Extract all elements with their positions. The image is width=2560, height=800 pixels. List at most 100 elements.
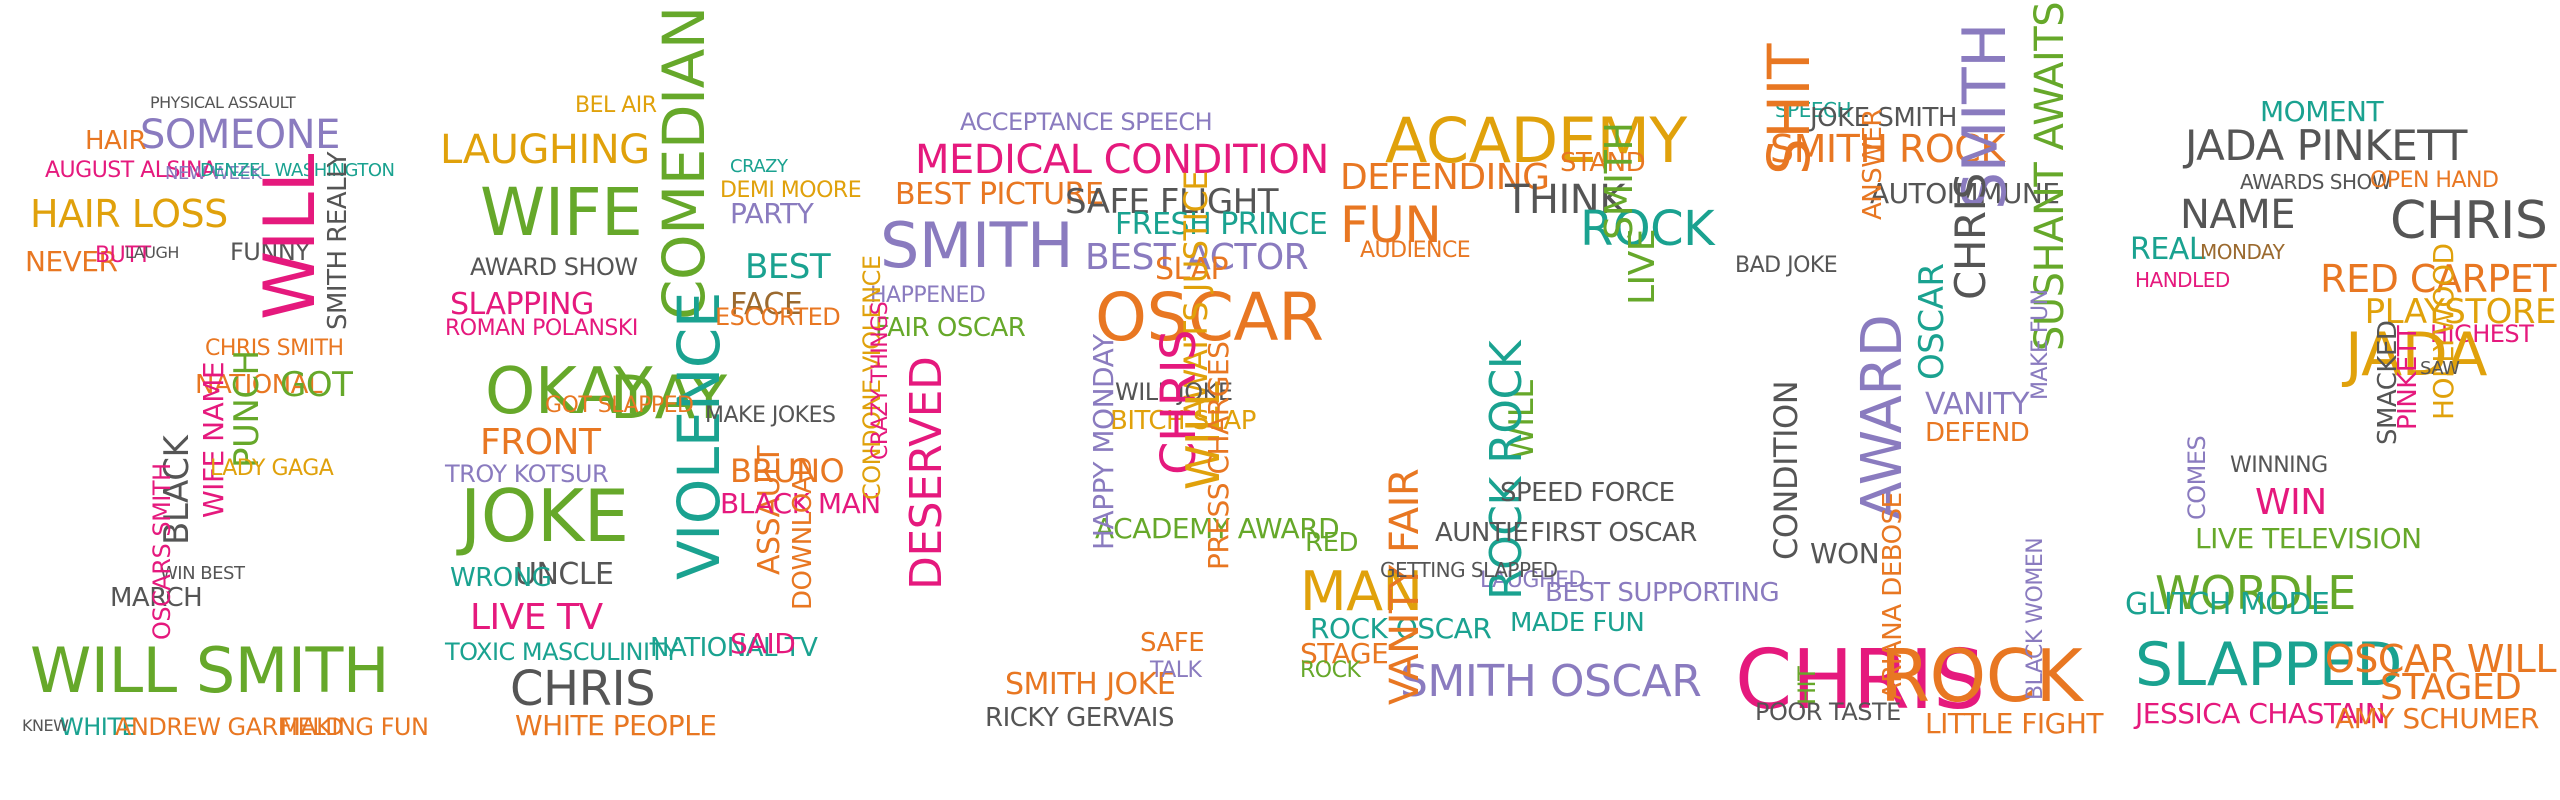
word-first-oscar: FIRST OSCAR (1530, 518, 1697, 548)
word-oscars-smith: OSCARS SMITH (148, 463, 176, 640)
word-august-alsina: AUGUST ALSINA (45, 158, 217, 183)
word-will-smith: WILL SMITH (30, 634, 390, 707)
word-safe: SAFE (1140, 628, 1205, 658)
word-talk: TALK (1150, 658, 1202, 683)
word-monday: MONDAY (2200, 240, 2285, 264)
word-live: LIVE (1622, 228, 1663, 305)
word-speech: SPEECH (1775, 98, 1852, 122)
word-joke: JOKE (460, 474, 629, 558)
word-live-television: LIVE TELEVISION (2195, 522, 2422, 555)
word-funny: FUNNY (230, 238, 310, 266)
word-andrew-garfield: ANDREW GARFIELD (115, 713, 344, 741)
word-black-women: BLACK WOMEN (2023, 537, 2048, 700)
word-awaits-justice: AWAITS JUSTICE (1177, 170, 1215, 420)
word-pinkett: PINKETT (2393, 325, 2423, 430)
word-sushant-awaits: SUSHANT AWAITS (2027, 2, 2073, 352)
word-knew: KNEW (22, 716, 69, 735)
word-bruno: BRUNO (730, 452, 845, 490)
word-acceptance-speech: ACCEPTANCE SPEECH (960, 108, 1213, 136)
word-academy-award: ACADEMY AWARD (1095, 512, 1340, 545)
word-auntie: AUNTIE (1435, 518, 1529, 548)
word-red: RED (1305, 528, 1359, 558)
word-smith: SMITH (880, 209, 1074, 282)
word-highest: HIGHEST (2430, 320, 2534, 348)
word-laughing: LAUGHING (440, 127, 650, 173)
word-front: FRONT (480, 422, 601, 463)
word-butt: BUTT (95, 243, 151, 268)
word-said: SAID (730, 627, 796, 660)
word-hollywood: HOLLYWOOD (2427, 243, 2460, 420)
word-win-best: WIN BEST (160, 563, 245, 584)
word-wife-name: WIFE NAME (197, 361, 230, 518)
word-deserved: DESERVED (901, 356, 952, 590)
word-little-fight: LITTLE FIGHT (1925, 707, 2103, 740)
word-smith-rock: SMITH ROCK (1770, 127, 2005, 171)
word-condition: CONDITION (1767, 380, 1805, 560)
word-will-joke: WILL JOKE (1115, 378, 1233, 406)
word-making-fun: MAKING FUN (280, 713, 429, 741)
word-best-supporting: BEST SUPPORTING (1545, 578, 1780, 608)
word-shit: SHIT (1755, 44, 1823, 175)
word-white-people: WHITE PEOPLE (515, 709, 717, 742)
word-crazy-things: CRAZY THINGS (868, 301, 893, 460)
word-physical-assault: PHYSICAL ASSAULT (150, 93, 296, 112)
word-will: WILL (249, 154, 331, 320)
word-vanity: VANITY (1925, 387, 2030, 422)
word-rock: ROCK (1300, 658, 1361, 683)
word-fun: FUN (1340, 196, 1442, 254)
word-new-week: NEW WEEK (165, 163, 262, 184)
word-oscar-will: OSCAR WILL (2324, 637, 2557, 681)
word-man: MAN (1300, 560, 1423, 623)
word-hair-loss: HAIR LOSS (30, 192, 228, 236)
word-got-slapped: GOT SLAPPED (545, 393, 694, 418)
word-hit: HIT (1793, 666, 1821, 705)
word-download: DOWNLOAD (788, 456, 818, 610)
word-audience: AUDIENCE (1360, 238, 1471, 263)
word-condone-violence: CONDONE VIOLENCE (858, 255, 886, 500)
word-speed-force: SPEED FORCE (1500, 478, 1675, 508)
word-punch: PUNCH (227, 350, 267, 468)
word-violence: VIOLENCE (665, 292, 733, 580)
word-academy: ACADEMY (1385, 104, 1687, 177)
word-press-charges: PRESS CHARGES (1202, 341, 1235, 570)
word-laughed: LAUGHED (1480, 568, 1585, 593)
word-chris: CHRIS (510, 661, 656, 717)
word-handled: HANDLED (2135, 268, 2230, 292)
word-vanity-fair: VANITY FAIR (1382, 468, 1428, 705)
word-staged: STAGED (2380, 667, 2522, 708)
word-lady-gaga: LADY GAGA (210, 456, 334, 481)
word-chris: CHRIS (2390, 191, 2548, 251)
word-troy-kotsur: TROY KOTSUR (445, 460, 609, 488)
word-win: WIN (2255, 482, 2327, 523)
word-march: MARCH (110, 583, 203, 613)
word-toxic-masculinity: TOXIC MASCULINITY (445, 638, 678, 666)
word-jada: JADA (2345, 320, 2487, 390)
word-bad-joke: BAD JOKE (1735, 253, 1838, 278)
word-rock: ROCK (1580, 201, 1715, 257)
word-best-picture: BEST PICTURE (895, 177, 1104, 212)
word-fair-oscar: FAIR OSCAR (875, 313, 1026, 343)
word-smacked: SMACKED (2373, 320, 2403, 445)
word-safe-flight: SAFE FLIGHT (1065, 182, 1279, 222)
word-got: GOT (280, 365, 353, 405)
word-comedian: COMEDIAN (650, 6, 718, 320)
word-red-carpet: RED CARPET (2320, 257, 2556, 301)
word-awards-show: AWARDS SHOW (2240, 170, 2392, 194)
word-glitch-mode: GLITCH MODE (2125, 587, 2330, 622)
word-will: WILL (1502, 380, 1542, 460)
word-face: FACE (730, 287, 803, 322)
word-party: PARTY (730, 197, 814, 230)
word-smith-really: SMITH REALLY (323, 152, 353, 330)
word-slapped: SLAPPED (2135, 630, 2402, 700)
word-name: NAME (2180, 192, 2296, 238)
word-crazy: CRAZY (730, 156, 788, 177)
word-national-tv: NATIONAL TV (650, 633, 818, 663)
word-wrong: WRONG (450, 563, 552, 593)
word-won: WON (1810, 537, 1880, 570)
word-bitch-slap: BITCH SLAP (1110, 406, 1256, 436)
word-black-man: BLACK MAN (720, 487, 881, 520)
